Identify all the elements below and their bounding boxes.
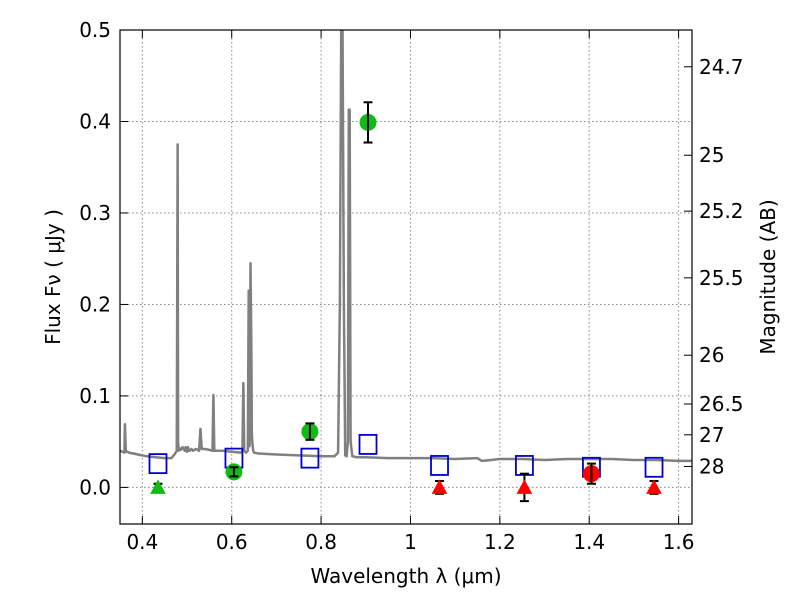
x-tick-label: 0.8	[305, 530, 337, 554]
y-tick-label: 0.5	[79, 18, 111, 42]
plot-area	[120, 30, 692, 503]
y-tick-label: 0.1	[79, 384, 111, 408]
right-tick-label: 25.2	[699, 199, 744, 223]
right-tick-label: 25	[699, 143, 724, 167]
right-tick-label: 24.7	[699, 55, 744, 79]
y-tick-label: 0.2	[79, 292, 111, 316]
y-tick-label: 0.3	[79, 201, 111, 225]
x-tick-label: 1.2	[484, 530, 516, 554]
y-axis-label: Flux Fν ( μJy )	[41, 209, 65, 345]
upper-limit-triangle	[431, 479, 448, 494]
plot-frame	[119, 29, 693, 525]
right-tick-label: 26	[699, 343, 724, 367]
x-tick-label: 1.6	[663, 530, 695, 554]
upper-limit-triangle	[516, 479, 533, 494]
y-tick-label: 0.0	[79, 475, 111, 499]
x-tick-label: 0.6	[216, 530, 248, 554]
x-tick-label: 0.4	[126, 530, 158, 554]
axes: 0.4 0.6 0.8 1 1.2 1.4 1.6 0.0 0.1 0.2 0.3 0.4 0.5 24.…	[79, 18, 743, 554]
right-tick-label: 25.5	[699, 266, 744, 290]
model-photometry-square	[358, 434, 378, 455]
model-photometry-square	[644, 456, 664, 478]
upper-limit-triangle	[646, 479, 662, 494]
right-axis-label: Magnitude (AB)	[756, 199, 780, 354]
right-tick-label: 28	[699, 454, 724, 478]
x-axis-label: Wavelength λ (μm)	[310, 564, 501, 588]
x-tick-label: 1.4	[573, 530, 605, 554]
model-spectrum-line	[120, 30, 692, 463]
right-tick-label: 26.5	[699, 392, 744, 416]
upper-limit-triangle	[150, 479, 166, 494]
right-tick-label: 27	[699, 423, 724, 447]
model-photometry-square	[430, 455, 449, 476]
y-tick-label: 0.4	[79, 109, 111, 133]
model-photometry-square	[148, 453, 168, 475]
model-photometry-square	[300, 447, 320, 469]
x-tick-label: 1	[404, 530, 417, 554]
